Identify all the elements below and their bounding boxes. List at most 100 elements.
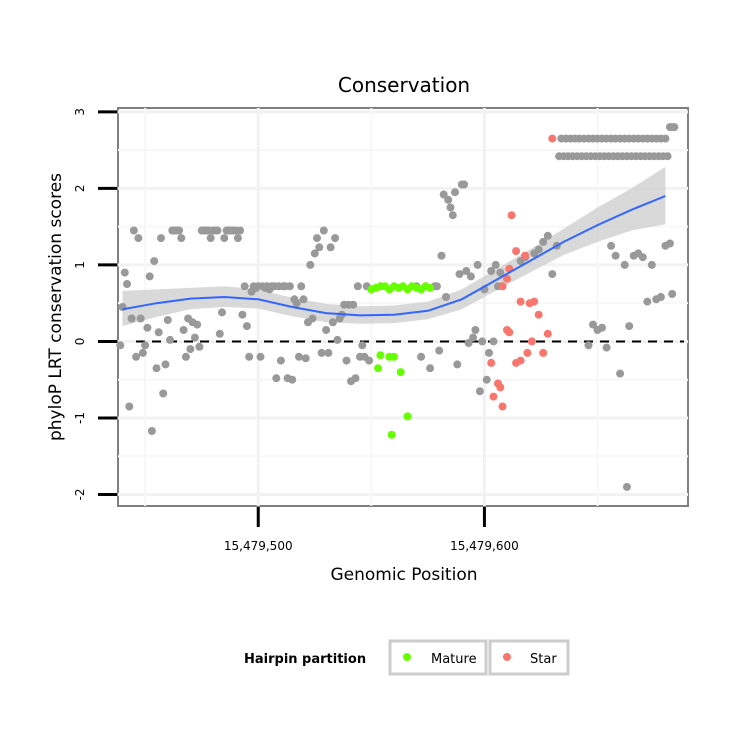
data-point-other <box>238 310 247 319</box>
data-point-other <box>453 360 462 369</box>
data-point-other <box>417 352 426 361</box>
data-point-other <box>661 134 670 143</box>
data-point-star <box>530 297 539 306</box>
data-point-other <box>315 243 324 252</box>
smooth-trend-line <box>122 195 666 317</box>
data-point-other <box>152 364 161 373</box>
smooth-line <box>122 195 666 317</box>
legend-title: Hairpin partition <box>244 652 366 667</box>
data-point-other <box>308 314 317 323</box>
data-point-other <box>622 482 631 491</box>
data-point-other <box>444 195 453 204</box>
data-point-other <box>353 282 362 291</box>
data-point-other <box>240 282 249 291</box>
data-point-other <box>462 267 471 275</box>
data-point-other <box>331 234 340 243</box>
data-point-other <box>466 272 475 281</box>
data-point-other <box>143 323 152 332</box>
data-point-other <box>127 314 136 323</box>
data-point-other <box>464 339 473 347</box>
data-point-other <box>485 348 493 357</box>
data-point-other <box>116 341 125 350</box>
data-point-other <box>469 333 478 342</box>
data-point-other <box>177 234 186 243</box>
data-point-other <box>322 326 331 334</box>
data-point-other <box>478 337 487 346</box>
data-point-other <box>442 293 450 301</box>
data-point-other <box>611 251 620 260</box>
data-point-star <box>521 251 530 260</box>
data-point-other <box>166 335 174 344</box>
data-point-other <box>218 308 226 317</box>
data-point-other <box>206 234 215 243</box>
data-point-other <box>186 345 195 354</box>
data-point-other <box>647 260 656 269</box>
data-point-other <box>193 320 202 329</box>
data-point-other <box>643 297 652 306</box>
x-axis-title: Genomic Position <box>330 565 477 585</box>
data-point-other <box>301 354 310 363</box>
data-point-star <box>505 328 514 337</box>
data-point-other <box>129 226 138 235</box>
data-point-other <box>342 356 351 365</box>
data-point-other <box>233 234 242 243</box>
data-point-other <box>616 369 625 378</box>
data-point-other <box>473 260 482 269</box>
data-point-other <box>328 318 337 327</box>
data-point-other <box>602 343 611 352</box>
data-point-star <box>516 356 525 365</box>
data-point-mature <box>403 412 412 421</box>
data-point-other <box>181 352 190 361</box>
legend-label-star: Star <box>530 652 557 667</box>
data-point-star <box>487 358 496 367</box>
data-point-other <box>123 280 131 288</box>
data-point-other <box>272 374 281 383</box>
y-tick-label: 3 <box>73 108 87 116</box>
data-point-other <box>455 270 464 279</box>
data-point-other <box>471 326 480 334</box>
data-point-star <box>543 329 552 338</box>
data-point-star <box>534 310 543 319</box>
data-point-other <box>288 375 297 384</box>
data-point-other <box>154 328 163 337</box>
data-point-other <box>138 348 147 357</box>
data-point-other <box>439 190 448 199</box>
data-point-other <box>668 290 677 298</box>
data-point-other <box>460 180 469 189</box>
data-point-star <box>527 337 536 346</box>
data-point-other <box>539 237 548 246</box>
data-point-star <box>498 282 507 291</box>
data-point-star <box>548 134 557 143</box>
data-point-other <box>620 260 629 269</box>
data-point-mature <box>376 351 385 360</box>
data-point-other <box>134 234 143 243</box>
data-point-other <box>543 231 552 240</box>
data-point-other <box>276 356 285 365</box>
data-point-star <box>507 211 516 220</box>
data-point-other <box>496 268 505 277</box>
data-point-other <box>242 322 251 331</box>
data-point-other <box>256 352 265 361</box>
data-point-other <box>236 226 245 235</box>
x-tick-label: 15,479,500 <box>224 539 293 553</box>
data-point-other <box>161 360 170 369</box>
data-point-star <box>489 392 498 401</box>
data-point-star <box>516 297 525 306</box>
data-point-other <box>534 245 543 254</box>
data-point-other <box>132 352 141 361</box>
data-point-other <box>141 341 150 350</box>
data-point-other <box>190 333 199 342</box>
legend-key-star-dot <box>503 653 511 661</box>
data-point-other <box>195 342 204 351</box>
data-point-other <box>297 282 306 291</box>
data-point-other <box>426 364 435 373</box>
data-point-other <box>120 268 129 277</box>
x-tick-label: 15,479,600 <box>450 539 519 553</box>
data-point-other <box>365 356 374 365</box>
data-point-other <box>487 267 496 275</box>
data-point-other <box>491 260 500 269</box>
data-point-other <box>150 257 159 266</box>
data-point-mature <box>426 283 435 292</box>
data-point-other <box>448 211 457 220</box>
